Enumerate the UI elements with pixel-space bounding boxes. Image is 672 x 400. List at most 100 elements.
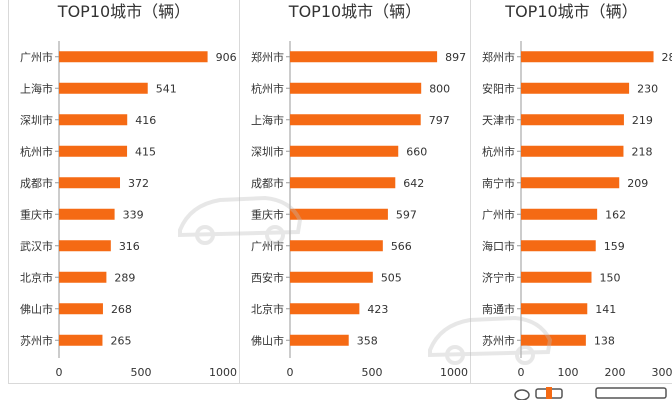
bar — [290, 271, 373, 283]
category-label: 济宁市 — [482, 270, 515, 284]
x-tick-label: 0 — [56, 366, 63, 379]
x-tick-label: 0 — [518, 366, 525, 379]
chart-panel-3: TOP10城市（辆） 郑州市 282 安阳市 230 天津市 219 杭州市 218 南宁市 20… — [470, 0, 672, 384]
category-label: 海口市 — [482, 239, 515, 253]
data-label: 138 — [594, 334, 615, 347]
data-label: 416 — [135, 114, 156, 127]
x-tick-label: 500 — [131, 366, 152, 379]
data-label: 316 — [119, 240, 140, 253]
chart-title: TOP10城市（辆） — [288, 2, 422, 21]
bar — [59, 145, 128, 157]
chart-panel-1: TOP10城市（辆） 广州市 906 上海市 541 深圳市 416 杭州市 415 成都市 37… — [8, 0, 240, 384]
bar-chart-3: 郑州市 282 安阳市 230 天津市 219 杭州市 218 南宁市 209 广州市 162 海口市 1… — [482, 41, 672, 379]
category-label: 上海市 — [251, 113, 284, 127]
data-label: 282 — [662, 51, 672, 64]
bar — [290, 114, 421, 126]
bar — [290, 208, 388, 220]
bar — [290, 145, 399, 157]
category-label: 成都市 — [251, 176, 284, 190]
data-label: 541 — [156, 82, 177, 95]
bar — [521, 208, 598, 220]
bar — [290, 82, 422, 94]
data-label: 642 — [403, 177, 424, 190]
x-tick-label: 100 — [558, 366, 579, 379]
bar — [59, 303, 103, 315]
chart-panel-2: TOP10城市（辆） 郑州市 897 杭州市 800 上海市 797 深圳市 660 成都市 64… — [239, 0, 471, 384]
category-label: 广州市 — [482, 207, 515, 221]
data-label: 219 — [632, 114, 653, 127]
category-label: 郑州市 — [251, 50, 284, 64]
category-label: 佛山市 — [20, 302, 53, 316]
data-label: 209 — [627, 177, 648, 190]
data-label: 230 — [637, 82, 658, 95]
x-tick-label: 1000 — [440, 366, 468, 379]
category-label: 杭州市 — [482, 144, 515, 158]
bar — [521, 240, 596, 252]
data-label: 415 — [135, 145, 156, 158]
x-tick-label: 1000 — [209, 366, 237, 379]
category-label: 苏州市 — [20, 333, 53, 347]
bar — [521, 177, 620, 189]
bar — [521, 303, 588, 315]
bar — [521, 82, 630, 94]
bar — [521, 51, 654, 63]
data-label: 268 — [111, 303, 132, 316]
brand-logo-icon — [514, 387, 667, 400]
data-label: 423 — [367, 303, 388, 316]
bar — [290, 51, 438, 63]
category-label: 重庆市 — [20, 207, 53, 221]
data-label: 218 — [631, 145, 652, 158]
bar — [521, 271, 592, 283]
x-tick-label: 200 — [605, 366, 626, 379]
category-label: 成都市 — [20, 176, 53, 190]
data-label: 159 — [604, 240, 625, 253]
chart-title: TOP10城市（辆） — [57, 2, 191, 21]
data-label: 339 — [123, 208, 144, 221]
category-label: 佛山市 — [251, 333, 284, 347]
data-label: 372 — [128, 177, 149, 190]
category-label: 深圳市 — [251, 144, 284, 158]
x-tick-label: 300 — [652, 366, 672, 379]
data-label: 289 — [114, 271, 135, 284]
category-label: 重庆市 — [251, 207, 284, 221]
data-label: 906 — [216, 51, 237, 64]
category-label: 杭州市 — [20, 144, 53, 158]
category-label: 安阳市 — [482, 81, 515, 95]
data-label: 566 — [391, 240, 412, 253]
data-label: 597 — [396, 208, 417, 221]
category-label: 南宁市 — [482, 176, 515, 190]
bar — [521, 145, 624, 157]
category-label: 天津市 — [482, 113, 515, 127]
data-label: 797 — [429, 114, 450, 127]
category-label: 武汉市 — [20, 239, 53, 253]
bar — [290, 177, 396, 189]
bar — [290, 303, 360, 315]
category-label: 北京市 — [251, 302, 284, 316]
bar — [59, 114, 128, 126]
category-label: 郑州市 — [482, 50, 515, 64]
bar-chart-2: 郑州市 897 杭州市 800 上海市 797 深圳市 660 成都市 642 重庆市 597 广州市 5… — [251, 41, 468, 379]
category-label: 上海市 — [20, 81, 53, 95]
bar — [290, 240, 383, 252]
bar — [290, 334, 349, 346]
bar — [521, 114, 624, 126]
data-label: 505 — [381, 271, 402, 284]
chart-title: TOP10城市（辆） — [505, 2, 638, 21]
category-label: 南通市 — [482, 302, 515, 316]
data-label: 141 — [595, 303, 616, 316]
category-label: 苏州市 — [482, 333, 515, 347]
bar — [59, 334, 103, 346]
bar — [521, 334, 586, 346]
bar — [59, 208, 115, 220]
category-label: 西安市 — [251, 270, 284, 284]
data-label: 265 — [110, 334, 131, 347]
bar — [59, 51, 208, 63]
x-tick-label: 0 — [287, 366, 294, 379]
data-label: 358 — [357, 334, 378, 347]
category-label: 广州市 — [20, 50, 53, 64]
category-label: 杭州市 — [251, 81, 284, 95]
x-tick-label: 500 — [362, 366, 383, 379]
bar — [59, 82, 148, 94]
category-label: 广州市 — [251, 239, 284, 253]
bar-chart-1: 广州市 906 上海市 541 深圳市 416 杭州市 415 成都市 372 重庆市 339 武汉市 3… — [20, 41, 237, 379]
